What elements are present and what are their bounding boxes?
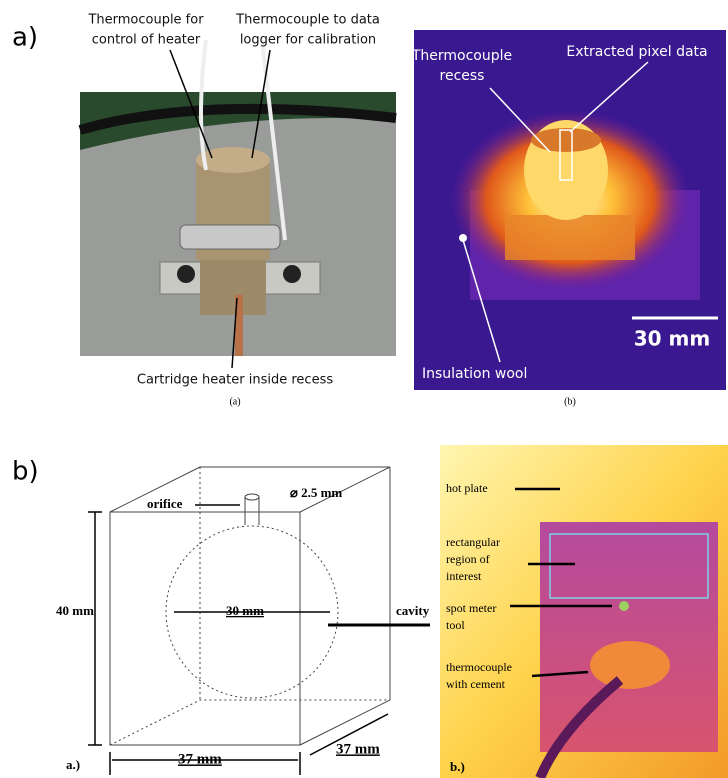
- annotation: orifice: [147, 496, 183, 511]
- annotation: 2.5 mm: [301, 485, 342, 500]
- annotation: Thermocouple: [411, 48, 512, 64]
- annotation: cavity: [396, 603, 430, 618]
- panel-label: a): [12, 23, 38, 53]
- annotation: spot meter: [446, 601, 496, 615]
- figure: a) Thermocouple for control of heater Th…: [0, 0, 728, 778]
- annotation: Extracted pixel data: [566, 44, 707, 60]
- annotation: Insulation wool: [422, 366, 527, 382]
- caption: (a): [229, 396, 240, 407]
- annotation: thermocouple: [446, 660, 512, 674]
- annotation: ⌀ 2.5 mm: [290, 485, 342, 500]
- caption: (b): [564, 396, 576, 407]
- annotation: tool: [446, 618, 465, 632]
- caption: b.): [450, 759, 465, 774]
- annotation: interest: [446, 569, 482, 583]
- annotation: with cement: [446, 677, 506, 691]
- annotation: region of: [446, 552, 490, 566]
- annotation: Cartridge heater inside recess: [137, 373, 333, 388]
- dimension: 40 mm: [56, 603, 94, 618]
- annotation: Thermocouple for: [87, 13, 204, 28]
- caption: a.): [66, 757, 80, 772]
- annotation: rectangular: [446, 535, 500, 549]
- dimension: 30 mm: [226, 603, 264, 618]
- annotation: Thermocouple to data: [235, 13, 380, 28]
- annotation: logger for calibration: [240, 33, 376, 48]
- annotation: control of heater: [92, 33, 201, 48]
- annotation: recess: [440, 68, 485, 84]
- photo: [80, 40, 396, 356]
- dimension: 37 mm: [178, 751, 222, 767]
- annotation: hot plate: [446, 481, 488, 495]
- panel-label: b): [12, 457, 39, 487]
- scale-label: 30 mm: [634, 327, 710, 351]
- dimension: 37 mm: [336, 741, 380, 757]
